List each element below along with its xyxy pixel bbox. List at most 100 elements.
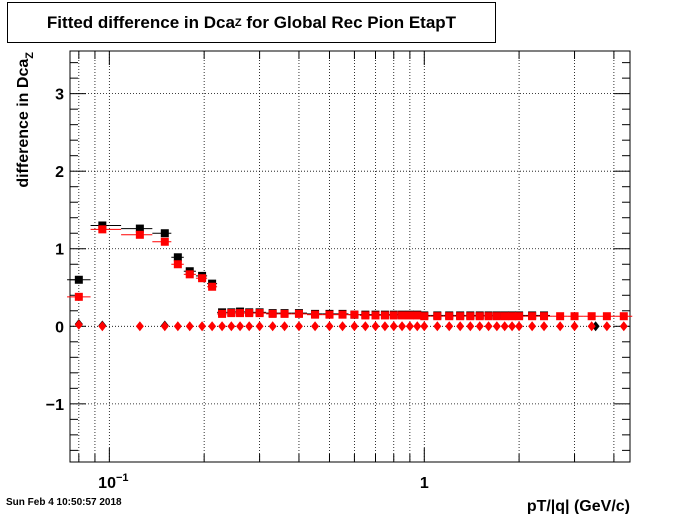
- data-point-diamond: [587, 321, 596, 332]
- data-point-square: [484, 312, 493, 321]
- data-point-diamond: [311, 321, 320, 332]
- data-point-square: [255, 309, 264, 318]
- x-tick-label-exponent: −1: [116, 472, 129, 484]
- data-point-square: [173, 260, 182, 269]
- data-point-square: [492, 312, 501, 321]
- plot-frame: [69, 50, 631, 463]
- data-point-square: [587, 312, 596, 321]
- data-point-diamond: [160, 321, 169, 332]
- data-point-square: [350, 310, 359, 319]
- data-point-diamond: [350, 321, 359, 332]
- data-point-square: [556, 312, 565, 321]
- data-point-diamond: [173, 321, 182, 332]
- data-point-square: [420, 312, 429, 321]
- data-point-square: [338, 310, 347, 319]
- data-point-diamond: [74, 319, 83, 330]
- x-tick-label: 10−1: [98, 472, 128, 492]
- y-axis-label: difference in DcaZ: [15, 52, 36, 188]
- data-point-square: [413, 311, 422, 320]
- data-point-diamond: [492, 321, 501, 332]
- chart-title: Fitted difference in Dca Z for Global Rec…: [7, 2, 496, 43]
- data-point-diamond: [338, 321, 347, 332]
- data-point-square: [508, 312, 517, 321]
- data-point-diamond: [185, 321, 194, 332]
- data-point-diamond: [325, 321, 334, 332]
- data-point-diamond: [413, 321, 422, 332]
- data-point-diamond: [280, 321, 289, 332]
- data-point-square: [160, 229, 169, 238]
- data-point-square: [433, 312, 442, 321]
- data-point-diamond: [294, 321, 303, 332]
- data-point-square: [236, 309, 245, 318]
- data-point-square: [475, 312, 484, 321]
- data-point-diamond: [420, 321, 429, 332]
- data-point-square: [380, 311, 389, 320]
- y-tick-label: 2: [55, 164, 64, 181]
- data-point-square: [361, 311, 370, 320]
- data-point-square: [294, 309, 303, 318]
- y-tick-label: −1: [46, 397, 64, 414]
- data-point-diamond: [484, 321, 493, 332]
- x-tick-label: 1: [420, 475, 429, 492]
- chart-title-prefix: Fitted difference in Dca: [46, 12, 235, 32]
- data-point-diamond: [268, 321, 277, 332]
- data-point-diamond: [208, 321, 217, 332]
- data-point-diamond: [540, 321, 549, 332]
- data-point-square: [227, 309, 236, 318]
- y-axis-label-subscript: Z: [24, 52, 36, 59]
- data-point-diamond: [361, 321, 370, 332]
- data-point-square: [135, 224, 144, 233]
- data-point-square: [173, 253, 182, 262]
- data-point-square: [74, 275, 83, 284]
- data-point-square: [208, 282, 217, 291]
- data-point-square: [268, 309, 277, 318]
- data-point-square: [135, 230, 144, 239]
- data-point-diamond: [570, 321, 579, 332]
- data-point-diamond: [500, 321, 509, 332]
- data-point-square: [500, 312, 509, 321]
- y-tick-label: 1: [55, 242, 64, 259]
- data-point-square: [602, 312, 611, 321]
- data-point-diamond: [433, 321, 442, 332]
- data-point-square: [389, 311, 398, 320]
- data-point-diamond: [405, 321, 414, 332]
- data-point-diamond: [227, 321, 236, 332]
- data-point-diamond: [619, 321, 628, 332]
- data-point-square: [185, 270, 194, 279]
- data-point-square: [445, 312, 454, 321]
- data-point-square: [528, 312, 537, 321]
- data-point-diamond: [198, 321, 207, 332]
- data-point-square: [405, 311, 414, 320]
- x-axis-label: pT/|q| (GeV/c): [527, 498, 630, 514]
- data-point-diamond: [466, 321, 475, 332]
- data-point-diamond: [255, 321, 264, 332]
- data-point-square: [515, 312, 524, 321]
- data-point-square: [280, 309, 289, 318]
- data-point-diamond: [508, 321, 517, 332]
- data-point-square: [160, 237, 169, 246]
- data-point-square: [74, 292, 83, 301]
- data-point-diamond: [389, 321, 398, 332]
- data-point-square: [456, 312, 465, 321]
- data-point-diamond: [98, 321, 107, 332]
- chart-title-subscript: Z: [234, 16, 242, 29]
- data-point-diamond: [445, 321, 454, 332]
- data-point-square: [371, 311, 380, 320]
- y-tick-label: 3: [55, 87, 64, 104]
- data-point-diamond: [475, 321, 484, 332]
- data-point-diamond: [245, 321, 254, 332]
- data-point-square: [98, 225, 107, 234]
- data-point-diamond: [371, 321, 380, 332]
- data-point-square: [398, 311, 407, 320]
- data-point-diamond: [528, 321, 537, 332]
- data-point-square: [198, 274, 207, 283]
- chart-title-suffix: for Global Rec Pion EtapT: [241, 12, 457, 32]
- data-point-diamond: [135, 321, 144, 332]
- data-point-diamond: [380, 321, 389, 332]
- data-point-square: [325, 310, 334, 319]
- data-point-diamond: [236, 321, 245, 332]
- timestamp: Sun Feb 4 10:50:57 2018: [6, 497, 122, 508]
- data-point-diamond: [456, 321, 465, 332]
- data-point-square: [245, 309, 254, 318]
